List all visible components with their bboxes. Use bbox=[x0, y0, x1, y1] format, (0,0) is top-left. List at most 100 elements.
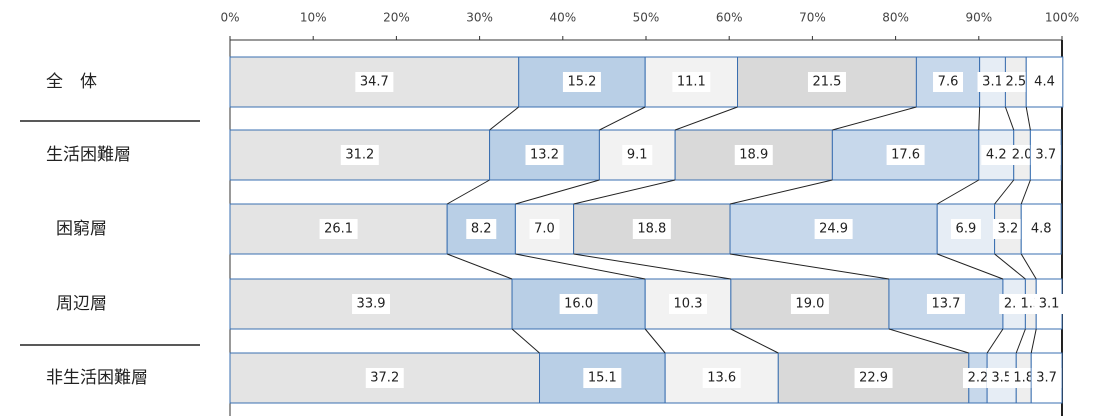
data-label: 3.5 bbox=[991, 371, 1012, 386]
x-tick-label: 10% bbox=[300, 11, 327, 25]
x-tick-label: 90% bbox=[965, 11, 992, 25]
connector bbox=[515, 253, 646, 280]
data-label: 24.9 bbox=[819, 222, 848, 237]
x-tick-label: 30% bbox=[466, 11, 493, 25]
connector bbox=[446, 253, 513, 280]
label-box bbox=[992, 219, 1023, 239]
connector bbox=[573, 179, 676, 205]
data-label: 2.2 bbox=[968, 371, 989, 386]
connector bbox=[1004, 106, 1015, 131]
bar-segment bbox=[573, 203, 731, 255]
data-label: 3.1 bbox=[1039, 297, 1060, 312]
connector bbox=[729, 179, 833, 205]
connector bbox=[730, 328, 779, 354]
label-box bbox=[559, 294, 598, 314]
x-tick-label: 80% bbox=[882, 11, 909, 25]
category-label: 周辺層 bbox=[56, 294, 107, 314]
data-label: 22.9 bbox=[859, 371, 888, 386]
label-box bbox=[950, 219, 981, 239]
label-box bbox=[1031, 368, 1062, 388]
label-box bbox=[734, 145, 773, 165]
data-label: 13.7 bbox=[931, 297, 960, 312]
connector bbox=[994, 253, 1026, 280]
data-label: 11.1 bbox=[677, 75, 706, 90]
data-label: 31.2 bbox=[345, 148, 374, 163]
connector bbox=[573, 253, 731, 280]
label-box bbox=[933, 72, 964, 92]
data-label: 26.1 bbox=[324, 222, 353, 237]
connector bbox=[1030, 328, 1037, 354]
data-label: 8.2 bbox=[471, 222, 492, 237]
label-box bbox=[529, 219, 560, 239]
connector bbox=[986, 328, 1004, 354]
label-box bbox=[1000, 72, 1031, 92]
connector bbox=[1025, 106, 1031, 131]
label-box bbox=[352, 294, 391, 314]
label-box bbox=[981, 145, 1012, 165]
label-box bbox=[525, 145, 564, 165]
label-box bbox=[702, 368, 741, 388]
data-label: 21.5 bbox=[812, 75, 841, 90]
data-label: 2.0 bbox=[1012, 148, 1033, 163]
label-box bbox=[466, 219, 497, 239]
connector bbox=[937, 253, 1004, 280]
bar-segment bbox=[888, 278, 1004, 330]
connector bbox=[888, 328, 969, 354]
label-box bbox=[1030, 145, 1061, 165]
data-label: 3.7 bbox=[1035, 148, 1056, 163]
connector bbox=[644, 328, 666, 354]
connector bbox=[832, 106, 917, 131]
label-box bbox=[854, 368, 893, 388]
label-box bbox=[319, 219, 358, 239]
label-box bbox=[807, 72, 846, 92]
data-label: 33.9 bbox=[357, 297, 386, 312]
data-label: 6.9 bbox=[956, 222, 977, 237]
label-box bbox=[622, 145, 653, 165]
category-label: 全 体 bbox=[46, 72, 97, 92]
connector bbox=[936, 179, 980, 205]
label-box bbox=[562, 72, 601, 92]
label-box bbox=[814, 219, 853, 239]
data-label: 3.1 bbox=[982, 75, 1003, 90]
label-box bbox=[1007, 145, 1038, 165]
connector bbox=[1020, 179, 1031, 205]
label-box bbox=[977, 72, 1008, 92]
connector bbox=[1015, 328, 1026, 354]
data-label: 19.0 bbox=[795, 297, 824, 312]
label-box bbox=[669, 294, 708, 314]
data-label: 15.1 bbox=[588, 371, 617, 386]
data-label: 7.6 bbox=[938, 75, 959, 90]
data-label: 7.0 bbox=[534, 222, 555, 237]
data-label: 3.2 bbox=[998, 222, 1019, 237]
label-box bbox=[365, 368, 404, 388]
data-label: 1.8 bbox=[1013, 371, 1034, 386]
connector bbox=[674, 106, 738, 131]
category-label: 非生活困難層 bbox=[46, 368, 148, 388]
label-box bbox=[886, 145, 925, 165]
data-label: 13.2 bbox=[530, 148, 559, 163]
data-label: 18.9 bbox=[739, 148, 768, 163]
connector bbox=[515, 179, 600, 205]
label-box bbox=[355, 72, 394, 92]
x-tick-label: 50% bbox=[633, 11, 660, 25]
data-label: 2.5 bbox=[1005, 75, 1026, 90]
data-label: 4.8 bbox=[1031, 222, 1052, 237]
connector bbox=[511, 328, 540, 354]
label-box bbox=[790, 294, 829, 314]
connector bbox=[1020, 253, 1037, 280]
x-tick-label: 20% bbox=[383, 11, 410, 25]
category-label: 生活困難層 bbox=[46, 145, 131, 165]
label-box bbox=[926, 294, 965, 314]
data-label: 17.6 bbox=[891, 148, 920, 163]
connector bbox=[994, 179, 1015, 205]
label-box bbox=[1029, 72, 1060, 92]
label-box bbox=[962, 368, 993, 388]
connector bbox=[446, 179, 490, 205]
label-box bbox=[1034, 294, 1065, 314]
data-label: 4.2 bbox=[986, 148, 1007, 163]
connector bbox=[978, 106, 981, 131]
x-tick-label: 100% bbox=[1045, 11, 1079, 25]
data-label: 9.1 bbox=[627, 148, 648, 163]
data-label: 4.4 bbox=[1034, 75, 1055, 90]
